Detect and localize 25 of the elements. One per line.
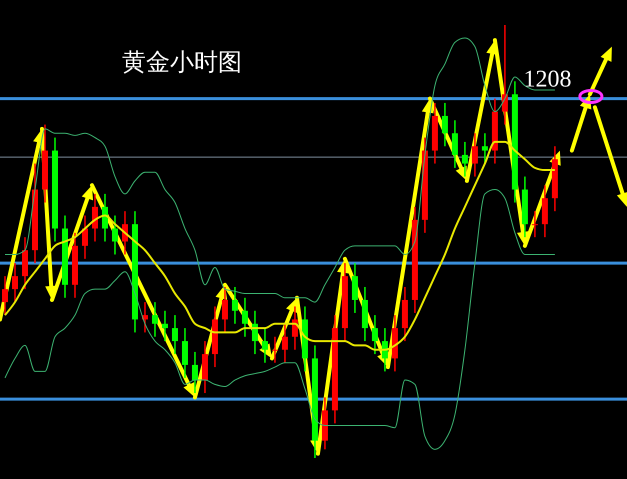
- candlestick: [262, 327, 268, 364]
- candlestick: [272, 336, 278, 364]
- candlestick: [452, 120, 458, 169]
- candlestick: [162, 310, 168, 342]
- candlestick: [372, 314, 378, 355]
- candlestick: [282, 323, 288, 364]
- candlestick: [2, 275, 8, 316]
- annotation: 1208: [524, 66, 572, 93]
- candlestick: [482, 132, 488, 164]
- candlestick: [232, 286, 238, 325]
- candlestick: [222, 286, 228, 334]
- text: 黄金小时图: [122, 48, 242, 76]
- candlestick: [112, 214, 118, 256]
- candlestick: [442, 102, 448, 147]
- candlestick: [462, 141, 468, 178]
- candlestick: [192, 351, 198, 394]
- candlestick: [352, 262, 358, 314]
- candlestick: [12, 262, 18, 303]
- candlestick: [532, 210, 538, 238]
- candlestick: [472, 132, 478, 178]
- candlestick: [182, 327, 188, 379]
- candlestick: [82, 214, 88, 260]
- candlestick: [242, 297, 248, 338]
- candlestick: [172, 314, 178, 355]
- candlestick: [152, 301, 158, 338]
